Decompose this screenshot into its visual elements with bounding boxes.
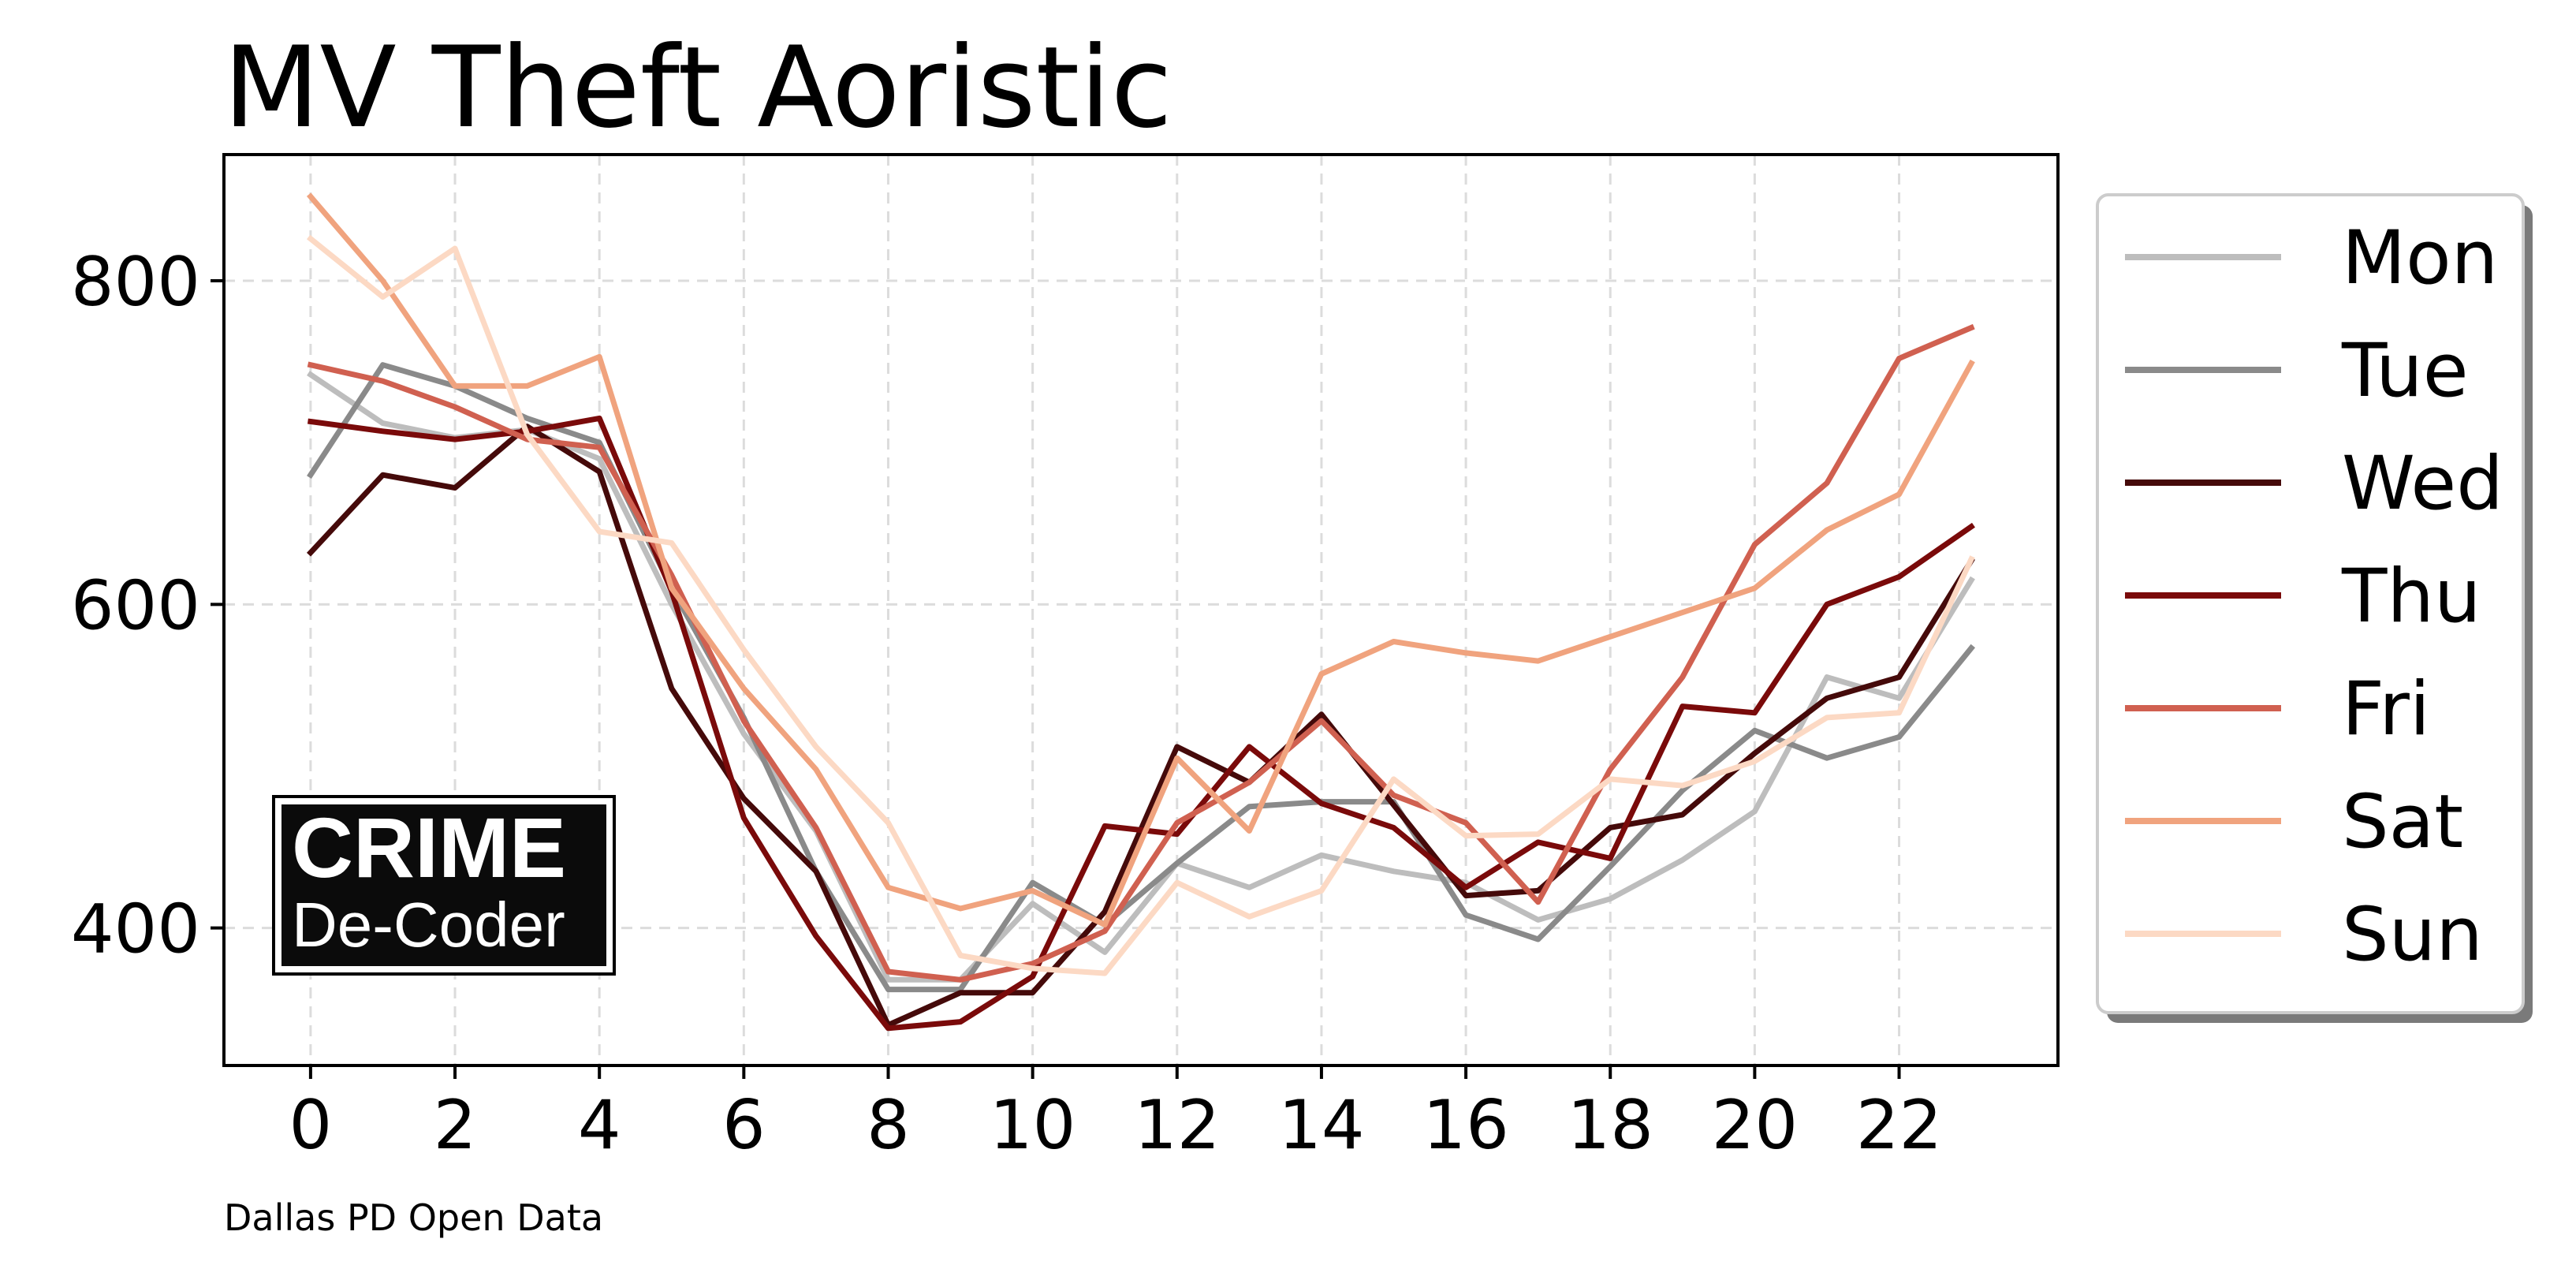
y-axis: 400 600 800 xyxy=(71,243,224,969)
plot-frame xyxy=(222,153,2060,1067)
x-tick-label: 10 xyxy=(990,1086,1076,1165)
series-lines xyxy=(306,192,1976,1032)
y-tick-label: 800 xyxy=(71,243,200,322)
logo-line-2: De-Coder xyxy=(292,890,565,960)
y-tick-label: 600 xyxy=(71,566,200,645)
x-tick-label: 6 xyxy=(722,1086,766,1165)
series-line-fri xyxy=(307,323,1975,983)
x-tick-label: 0 xyxy=(289,1086,333,1165)
x-tick-label: 4 xyxy=(578,1086,621,1165)
legend-label-sun: Sun xyxy=(2342,892,2483,978)
x-tick-label: 16 xyxy=(1422,1086,1508,1165)
x-tick-label: 8 xyxy=(867,1086,910,1165)
x-tick-label: 14 xyxy=(1278,1086,1364,1165)
series-line-sat xyxy=(306,192,1975,927)
legend-label-mon: Mon xyxy=(2342,215,2498,301)
legend-label-tue: Tue xyxy=(2341,328,2469,414)
legend-label-sat: Sat xyxy=(2342,779,2463,865)
legend-label-wed: Wed xyxy=(2342,441,2503,527)
series-line-mon xyxy=(307,371,1975,983)
y-tick-label: 400 xyxy=(71,890,200,969)
legend-label-fri: Fri xyxy=(2342,666,2430,752)
legend-label-thu: Thu xyxy=(2341,554,2481,640)
x-tick-label: 22 xyxy=(1856,1086,1942,1165)
x-tick-label: 20 xyxy=(1712,1086,1798,1165)
chart-title: MV Theft Aoristic xyxy=(223,23,1172,153)
logo-line-1: CRIME xyxy=(292,800,566,895)
x-axis: 0 2 4 6 8 10 12 14 16 18 20 22 xyxy=(289,1065,1942,1165)
source-note: Dallas PD Open Data xyxy=(224,1196,603,1239)
x-tick-label: 18 xyxy=(1568,1086,1653,1165)
legend: Mon Tue Wed Thu Fri Sat Sun xyxy=(2096,193,2533,1023)
x-tick-label: 12 xyxy=(1134,1086,1220,1165)
series-line-sun xyxy=(306,234,1975,976)
crime-decoder-logo: CRIME De-Coder xyxy=(272,795,616,976)
x-tick-label: 2 xyxy=(434,1086,477,1165)
series-line-thu xyxy=(307,415,1975,1032)
